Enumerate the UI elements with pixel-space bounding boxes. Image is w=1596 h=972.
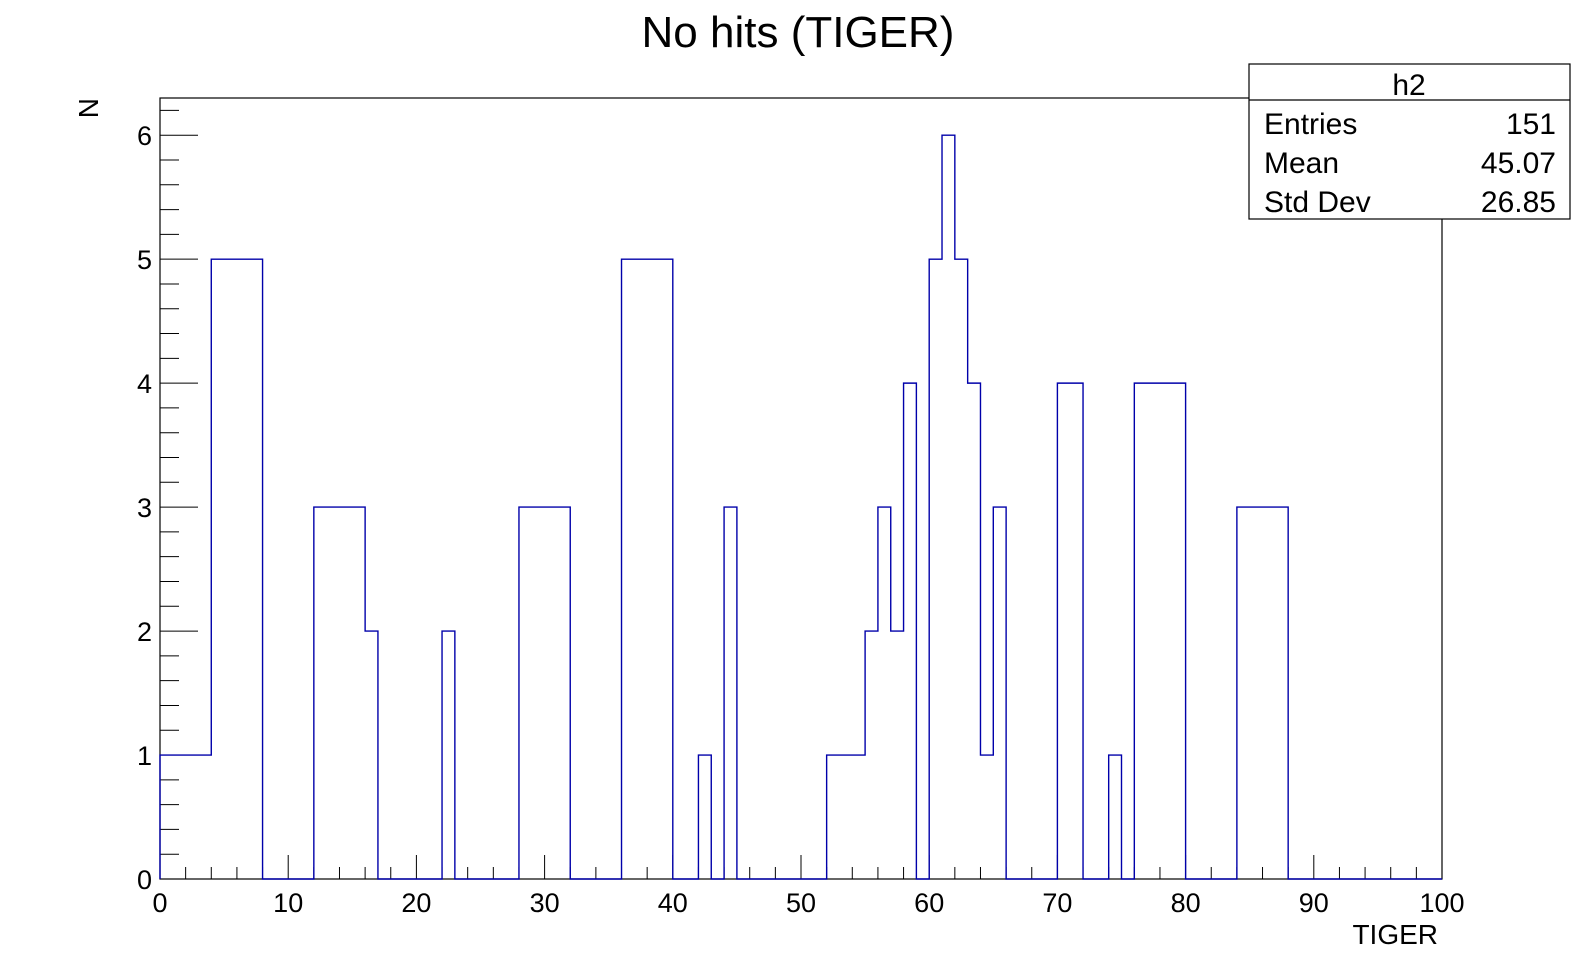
plot-area: 0 10 20 30 40 50 60 70 80 90 100 0 1 2 3 4 5 6: [137, 97, 1465, 918]
x-tick-label: 40: [658, 888, 688, 918]
histogram-bin: [557, 507, 570, 879]
histogram-bin: [1263, 507, 1276, 879]
histogram-bin: [198, 755, 211, 879]
x-tick-label: 30: [530, 888, 560, 918]
histogram-bin: [1237, 507, 1250, 879]
stats-label-mean: Mean: [1264, 147, 1339, 180]
histogram-bin: [352, 507, 365, 879]
x-tick-label: 100: [1419, 888, 1464, 918]
y-tick-label: 1: [137, 741, 152, 771]
histogram-bin: [519, 507, 532, 879]
histogram-bin: [1250, 507, 1263, 879]
histogram-bin: [993, 507, 1006, 879]
histogram-bin: [968, 383, 981, 879]
stats-value-entries: 151: [1506, 108, 1556, 141]
histogram-bin: [865, 631, 878, 879]
histogram-bin: [698, 755, 711, 879]
histogram-bin: [442, 631, 455, 879]
histogram-bin: [724, 507, 737, 879]
histogram-bin: [224, 259, 237, 879]
x-tick-label: 0: [152, 888, 167, 918]
x-tick-label: 20: [401, 888, 431, 918]
y-tick-label: 4: [137, 369, 152, 399]
histogram-bin: [878, 507, 891, 879]
histogram-bin: [929, 259, 942, 879]
histogram-bin: [827, 755, 840, 879]
histogram-bin: [634, 259, 647, 879]
x-axis-label: TIGER: [1352, 919, 1438, 950]
histogram-bin: [1134, 383, 1147, 879]
stats-label-std-dev: Std Dev: [1264, 186, 1371, 219]
x-axis: 0 10 20 30 40 50 60 70 80 90 100: [152, 855, 1465, 918]
histogram-bin: [314, 507, 327, 879]
x-tick-label: 80: [1171, 888, 1201, 918]
stats-label-entries: Entries: [1264, 108, 1357, 141]
stats-value-mean: 45.07: [1481, 147, 1556, 180]
x-tick-label: 60: [914, 888, 944, 918]
histogram-bin: [904, 383, 917, 879]
histogram-bin: [365, 631, 378, 879]
histogram-bin: [852, 755, 865, 879]
histogram-bin: [339, 507, 352, 879]
histogram-bin: [186, 755, 199, 879]
histogram-bin: [891, 631, 904, 879]
y-tick-label: 5: [137, 245, 152, 275]
histogram-bin: [327, 507, 340, 879]
y-tick-label: 6: [137, 121, 152, 151]
histogram-bin: [942, 135, 955, 879]
x-tick-label: 90: [1299, 888, 1329, 918]
histogram-bin: [955, 259, 968, 879]
histogram-series-line: [159, 134, 1442, 880]
chart-title: No hits (TIGER): [642, 8, 955, 57]
histogram-bin: [1160, 383, 1173, 879]
y-tick-label: 0: [137, 865, 152, 895]
histogram-bin: [545, 507, 558, 879]
histogram-bin: [647, 259, 660, 879]
y-tick-label: 2: [137, 617, 152, 647]
histogram-bin: [1173, 383, 1186, 879]
histogram-bin: [211, 259, 224, 879]
histogram-bin: [1147, 383, 1160, 879]
histogram-bin: [1070, 383, 1083, 879]
x-tick-label: 50: [786, 888, 816, 918]
histogram-bin: [1057, 383, 1070, 879]
histogram-bin: [980, 755, 993, 879]
y-axis: 0 1 2 3 4 5 6: [137, 109, 198, 895]
histogram-bin: [173, 755, 186, 879]
histogram-bin: [660, 259, 673, 879]
histogram-bin: [160, 755, 173, 879]
y-axis-label: N: [73, 98, 104, 118]
stats-box-frame: [1248, 63, 1571, 220]
y-tick-label: 3: [137, 493, 152, 523]
histogram-bin: [839, 755, 852, 879]
x-tick-label: 70: [1042, 888, 1072, 918]
stats-box-name: h2: [1392, 69, 1425, 102]
histogram-bin: [237, 259, 250, 879]
histogram-bin: [1275, 507, 1288, 879]
histogram-bin: [622, 259, 635, 879]
histogram-bin: [250, 259, 263, 879]
histogram-bin: [1109, 755, 1122, 879]
x-tick-label: 10: [273, 888, 303, 918]
stats-box: h2 Entries 151 Mean 45.07 Std Dev 26.85: [1248, 63, 1571, 220]
histogram-bin: [532, 507, 545, 879]
stats-value-std-dev: 26.85: [1481, 186, 1556, 219]
